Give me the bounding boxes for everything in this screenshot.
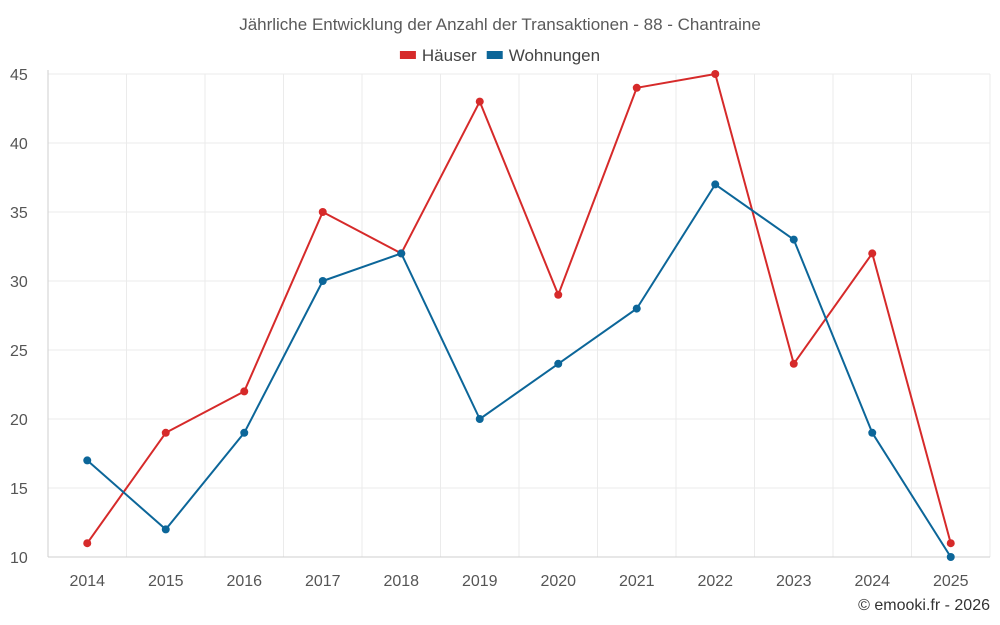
legend: Häuser Wohnungen [399,46,600,65]
y-tick-label: 20 [10,412,28,429]
y-tick-label: 25 [10,343,28,360]
x-tick-label: 2016 [226,573,262,590]
grid [47,70,991,558]
x-tick-label: 2020 [540,573,576,590]
series-line-haeuser [86,73,952,544]
legend-label: Wohnungen [509,46,600,65]
x-tick-label: 2024 [854,573,890,590]
series-group [83,70,955,561]
data-point-haeuser[interactable] [711,70,720,78]
legend-swatch [399,51,416,59]
data-point-haeuser[interactable] [868,249,877,258]
data-point-haeuser[interactable] [240,387,249,396]
legend-label: Häuser [422,46,477,65]
x-tick-label: 2015 [148,573,184,590]
data-point-wohnungen[interactable] [554,359,563,368]
y-axis: 10 15 20 25 30 35 40 45 [10,67,28,567]
credit-text: © emooki.fr - 2026 [858,597,990,614]
data-point-wohnungen[interactable] [397,249,406,258]
x-axis: 2014 2015 2016 2017 2018 2019 2020 2021 2022 2023… [69,573,968,590]
data-point-haeuser[interactable] [946,539,955,548]
series-line-wohnungen [86,183,952,558]
y-tick-label: 40 [10,136,28,153]
x-tick-label: 2023 [776,573,812,590]
data-point-haeuser[interactable] [789,359,798,368]
x-tick-label: 2014 [69,573,105,590]
x-tick-label: 2025 [933,573,969,590]
x-tick-label: 2021 [619,573,655,590]
data-point-wohnungen[interactable] [240,428,249,437]
data-point-haeuser[interactable] [475,97,484,106]
legend-swatch [486,51,503,59]
data-point-wohnungen[interactable] [318,277,327,285]
x-tick-label: 2019 [462,573,498,590]
y-tick-label: 35 [10,205,28,222]
y-tick-label: 10 [10,550,28,567]
data-point-wohnungen[interactable] [946,553,955,561]
data-point-wohnungen[interactable] [632,304,641,313]
data-point-haeuser[interactable] [632,83,641,92]
y-tick-label: 45 [10,67,28,84]
y-tick-label: 30 [10,274,28,291]
x-tick-label: 2017 [305,573,341,590]
data-point-wohnungen[interactable] [83,456,92,465]
data-point-haeuser[interactable] [318,208,327,216]
data-point-haeuser[interactable] [161,428,170,437]
data-point-wohnungen[interactable] [868,428,877,437]
data-point-wohnungen[interactable] [475,415,484,423]
y-tick-label: 15 [10,481,28,498]
x-tick-label: 2022 [697,573,733,590]
data-point-wohnungen[interactable] [789,235,798,244]
data-point-wohnungen[interactable] [711,180,720,189]
chart-title: Jährliche Entwicklung der Anzahl der Tra… [239,15,761,34]
x-tick-label: 2018 [383,573,419,590]
data-point-haeuser[interactable] [554,290,563,299]
data-point-wohnungen[interactable] [161,525,170,534]
data-point-haeuser[interactable] [83,539,92,548]
